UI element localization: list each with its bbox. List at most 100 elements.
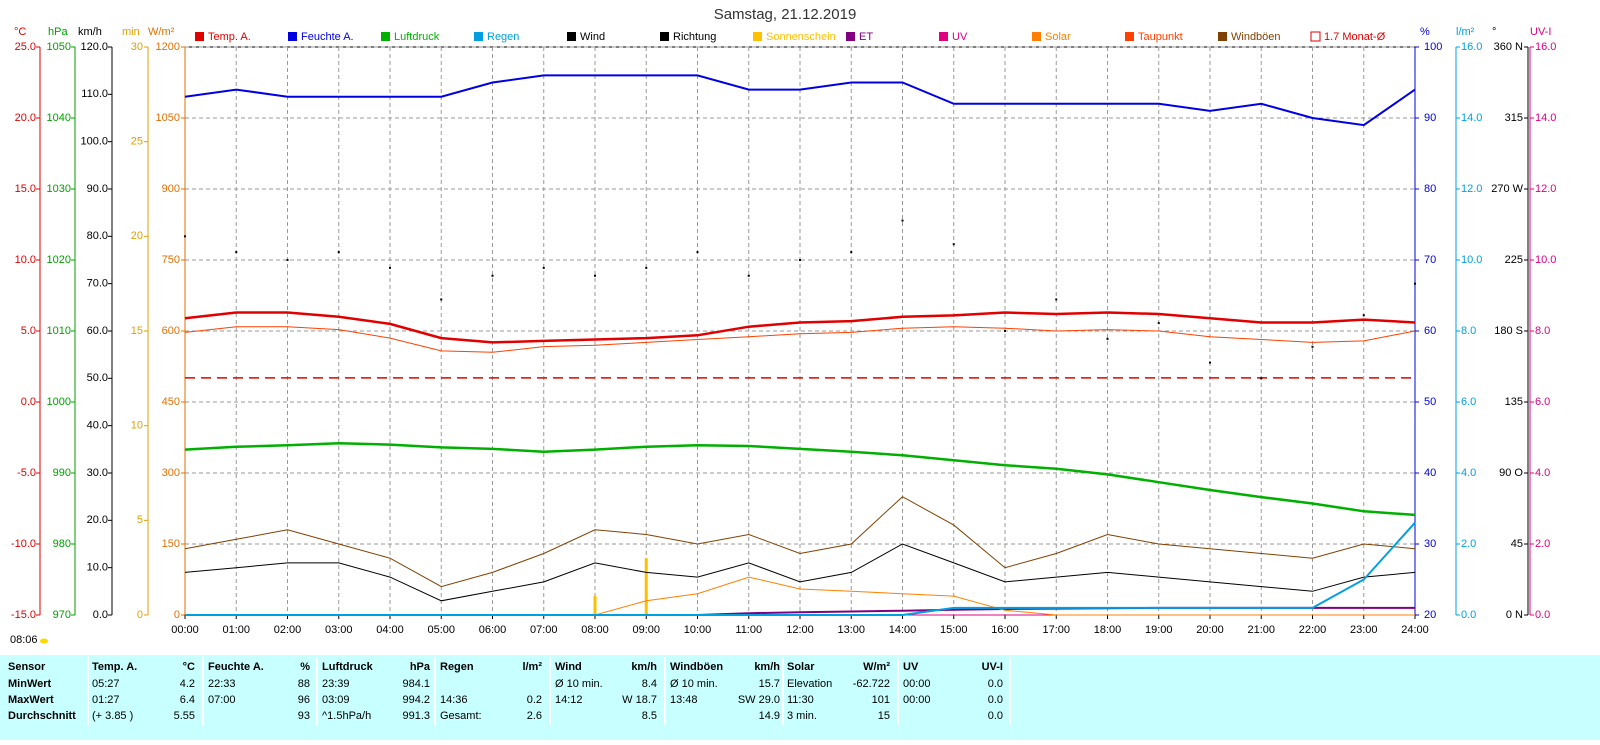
table-cell: 01:27 <box>92 694 120 706</box>
table-cell: l/m² <box>522 661 542 673</box>
axis-tick-label: 1020 <box>47 254 71 266</box>
table-cell: W/m² <box>863 661 890 673</box>
axis-tick-label: 15 <box>131 325 143 337</box>
table-cell: 23:39 <box>322 678 350 690</box>
legend-swatch <box>846 32 855 41</box>
table-cell: UV-I <box>982 661 1003 673</box>
table-cell: ^1.5hPa/h <box>322 710 371 722</box>
table-cell: 14:12 <box>555 694 583 706</box>
x-tick-label: 15:00 <box>940 624 968 636</box>
direction-point <box>1004 330 1006 332</box>
axis-tick-label: 270 W <box>1491 183 1523 195</box>
x-tick-label: 08:00 <box>581 624 609 636</box>
axis-tick-label: 50 <box>1424 396 1436 408</box>
axis-tick-label: 25.0 <box>15 41 36 53</box>
direction-point <box>389 266 391 269</box>
legend-swatch <box>753 32 762 41</box>
axis-tick-label: 135 <box>1505 396 1523 408</box>
direction-point <box>696 251 699 254</box>
direction-point <box>1414 282 1416 285</box>
legend-swatch <box>381 32 390 41</box>
legend-label: Wind <box>580 31 605 43</box>
axis-tick-label: 20 <box>131 230 143 242</box>
x-tick-label: 06:00 <box>479 624 507 636</box>
axis-tick-label: 990 <box>53 467 71 479</box>
direction-point <box>1106 337 1109 340</box>
table-cell: SW 29.0 <box>738 694 780 706</box>
legend-swatch <box>567 32 576 41</box>
series-line <box>184 311 1416 344</box>
direction-point <box>850 251 853 254</box>
x-tick-label: 05:00 <box>427 624 455 636</box>
axis-tick-label: 450 <box>162 396 180 408</box>
direction-point <box>184 235 186 238</box>
axis-tick-label: 20.0 <box>15 112 36 124</box>
legend-label: UV <box>952 31 968 43</box>
axis-tick-label: 10.0 <box>15 254 36 266</box>
x-tick-label: 19:00 <box>1145 624 1173 636</box>
table-cell: UV <box>903 661 919 673</box>
table-cell: 00:00 <box>903 678 931 690</box>
direction-point <box>799 259 801 261</box>
table-cell: 00:00 <box>903 694 931 706</box>
axis-unit: W/m² <box>148 26 175 38</box>
axis-tick-label: 360 N <box>1494 41 1523 53</box>
table-cell: 03:09 <box>322 694 350 706</box>
series-line <box>184 496 1416 588</box>
table-cell: 14:36 <box>440 694 468 706</box>
table-cell: 07:00 <box>208 694 236 706</box>
table-cell: 8.4 <box>642 678 657 690</box>
table-cell: Ø 10 min. <box>670 678 718 690</box>
table-cell: Elevation <box>787 678 832 690</box>
direction-point <box>542 266 545 269</box>
sunshine-bar <box>593 596 597 615</box>
table-cell: 0.2 <box>527 694 542 706</box>
table-cell: % <box>300 661 310 673</box>
table-cell: 0.0 <box>988 678 1003 690</box>
axis-unit: ° <box>1492 26 1496 38</box>
axis-tick-label: -5.0 <box>17 467 36 479</box>
legend-swatch <box>288 32 297 41</box>
direction-point <box>1157 322 1160 325</box>
legend-swatch <box>1125 32 1134 41</box>
table-cell: °C <box>183 661 195 673</box>
x-tick-label: 14:00 <box>889 624 917 636</box>
x-tick-label: 01:00 <box>222 624 250 636</box>
axis-tick-label: 8.0 <box>1461 325 1476 337</box>
axis-tick-label: 15.0 <box>15 183 36 195</box>
axis-tick-label: 110.0 <box>81 88 108 100</box>
axis-tick-label: 0 N <box>1506 609 1523 621</box>
legend-label: 1.7 Monat-Ø <box>1324 31 1386 43</box>
table-cell: 93 <box>298 710 310 722</box>
sunrise-time: 08:06 <box>10 634 38 646</box>
sunshine-bar <box>644 558 648 615</box>
legend-swatch <box>195 32 204 41</box>
direction-point <box>491 274 494 277</box>
table-cell: 0.0 <box>988 694 1003 706</box>
axis-unit: °C <box>14 26 26 38</box>
legend-label: Richtung <box>673 31 716 43</box>
x-tick-label: 13:00 <box>837 624 865 636</box>
axis-tick-label: 1000 <box>47 396 71 408</box>
axis-tick-label: 0.0 <box>21 396 36 408</box>
table-cell: (+ 3.85 ) <box>92 710 133 722</box>
axis-tick-label: 6.0 <box>1535 396 1550 408</box>
table-cell: 3 min. <box>787 710 817 722</box>
axis-tick-label: 1050 <box>47 41 71 53</box>
axis-tick-label: 90.0 <box>87 183 108 195</box>
axis-tick-label: 600 <box>162 325 180 337</box>
axis-tick-label: 12.0 <box>1535 183 1556 195</box>
legend-label: Luftdruck <box>394 31 440 43</box>
legend-label: Sonnenschein <box>766 31 836 43</box>
axis-tick-label: 20 <box>1424 609 1436 621</box>
direction-point <box>747 274 750 277</box>
axis-tick-label: -15.0 <box>11 609 36 621</box>
table-cell: 15.7 <box>759 678 780 690</box>
table-cell: W 18.7 <box>622 694 657 706</box>
axis-tick-label: 30.0 <box>87 467 108 479</box>
table-cell: Sensor <box>8 661 46 673</box>
table-cell: 11:30 <box>787 694 814 706</box>
axis-tick-label: 30 <box>1424 538 1436 550</box>
x-tick-label: 21:00 <box>1247 624 1275 636</box>
